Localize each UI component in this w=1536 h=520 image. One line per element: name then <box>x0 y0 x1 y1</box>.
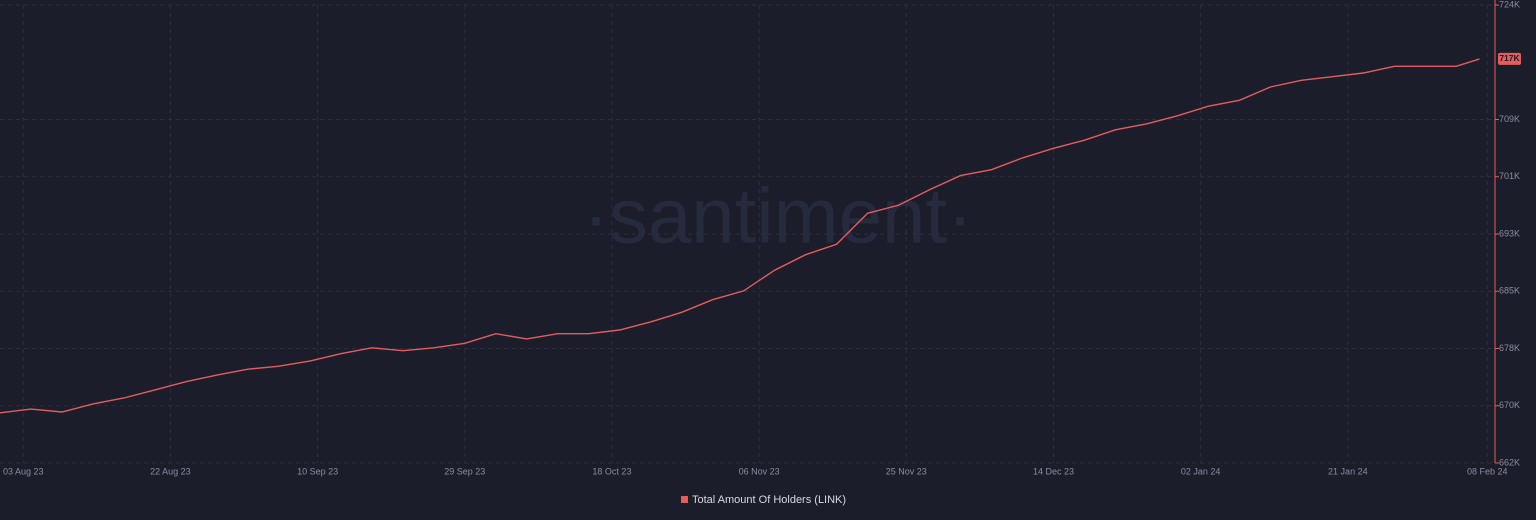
value-badge <box>1498 52 1521 65</box>
y-tick-label: 709K <box>1499 114 1520 124</box>
x-tick-label: 22 Aug 23 <box>150 466 191 476</box>
x-tick-label: 06 Nov 23 <box>739 466 780 476</box>
legend-swatch <box>681 496 688 503</box>
y-tick-label: 685K <box>1499 286 1520 296</box>
value-label: 717K <box>1499 53 1520 63</box>
y-tick-label: 724K <box>1499 0 1520 9</box>
y-tick-label: 701K <box>1499 171 1520 181</box>
legend-label: Total Amount Of Holders (LINK) <box>692 494 846 506</box>
data-line <box>0 58 1480 414</box>
x-tick-label: 14 Dec 23 <box>1033 466 1074 476</box>
y-tick-label: 670K <box>1499 400 1520 410</box>
y-tick-label: 678K <box>1499 343 1520 353</box>
watermark: ·santiment· <box>583 172 973 260</box>
y-tick-label: 693K <box>1499 228 1520 238</box>
x-tick-label: 02 Jan 24 <box>1181 466 1221 476</box>
x-tick-label: 18 Oct 23 <box>592 466 631 476</box>
x-tick-label: 29 Sep 23 <box>444 466 485 476</box>
x-tick-label: 10 Sep 23 <box>297 466 338 476</box>
x-tick-label: 08 Feb 24 <box>1467 466 1508 476</box>
x-tick-label: 03 Aug 23 <box>3 466 44 476</box>
x-tick-label: 25 Nov 23 <box>886 466 927 476</box>
x-tick-label: 21 Jan 24 <box>1328 466 1368 476</box>
y-tick-label: 662K <box>1499 457 1520 467</box>
